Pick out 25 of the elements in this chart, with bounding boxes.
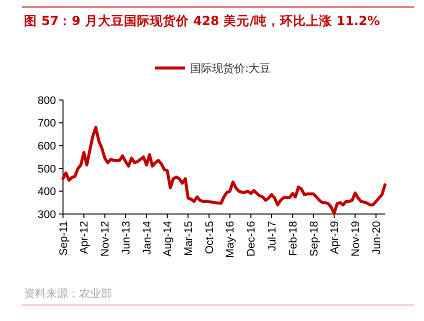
x-tick-label: Sep-18 (308, 221, 320, 256)
x-tick-label: Dec-16 (246, 221, 258, 256)
y-tick-label: 800 (38, 94, 56, 107)
x-tick-label: Aug-14 (162, 221, 174, 256)
x-tick-label: Sep-11 (58, 221, 70, 256)
x-tick-label: Mar-15 (182, 221, 195, 256)
y-tick-label: 600 (38, 140, 56, 152)
x-tick-label: Jun-13 (120, 221, 132, 255)
y-tick-label: 400 (38, 186, 56, 198)
x-tick-label: May-16 (224, 221, 237, 258)
y-tick-label: 700 (38, 118, 56, 130)
y-tick-label: 500 (38, 163, 56, 176)
x-tick-label: Apr-19 (329, 221, 342, 254)
y-tick-label: 300 (38, 208, 56, 221)
x-tick-label: Nov-19 (350, 221, 362, 256)
x-tick-label: Nov-12 (100, 221, 112, 256)
x-tick-label: Oct-15 (204, 221, 216, 254)
x-tick-label: Jul-17 (266, 221, 278, 251)
chart-title: 图 57：9 月大豆国际现货价 428 美元/吨，环比上涨 11.2% (24, 13, 380, 28)
legend-label: 国际现货价:大豆 (190, 62, 271, 75)
x-tick-label: Jun-20 (370, 221, 383, 255)
x-tick-label: Jan-14 (141, 221, 154, 255)
x-tick-label: Apr-12 (78, 221, 91, 254)
text: 资料来源：农业部 (24, 287, 112, 300)
x-tick-label: Feb-18 (288, 221, 300, 256)
